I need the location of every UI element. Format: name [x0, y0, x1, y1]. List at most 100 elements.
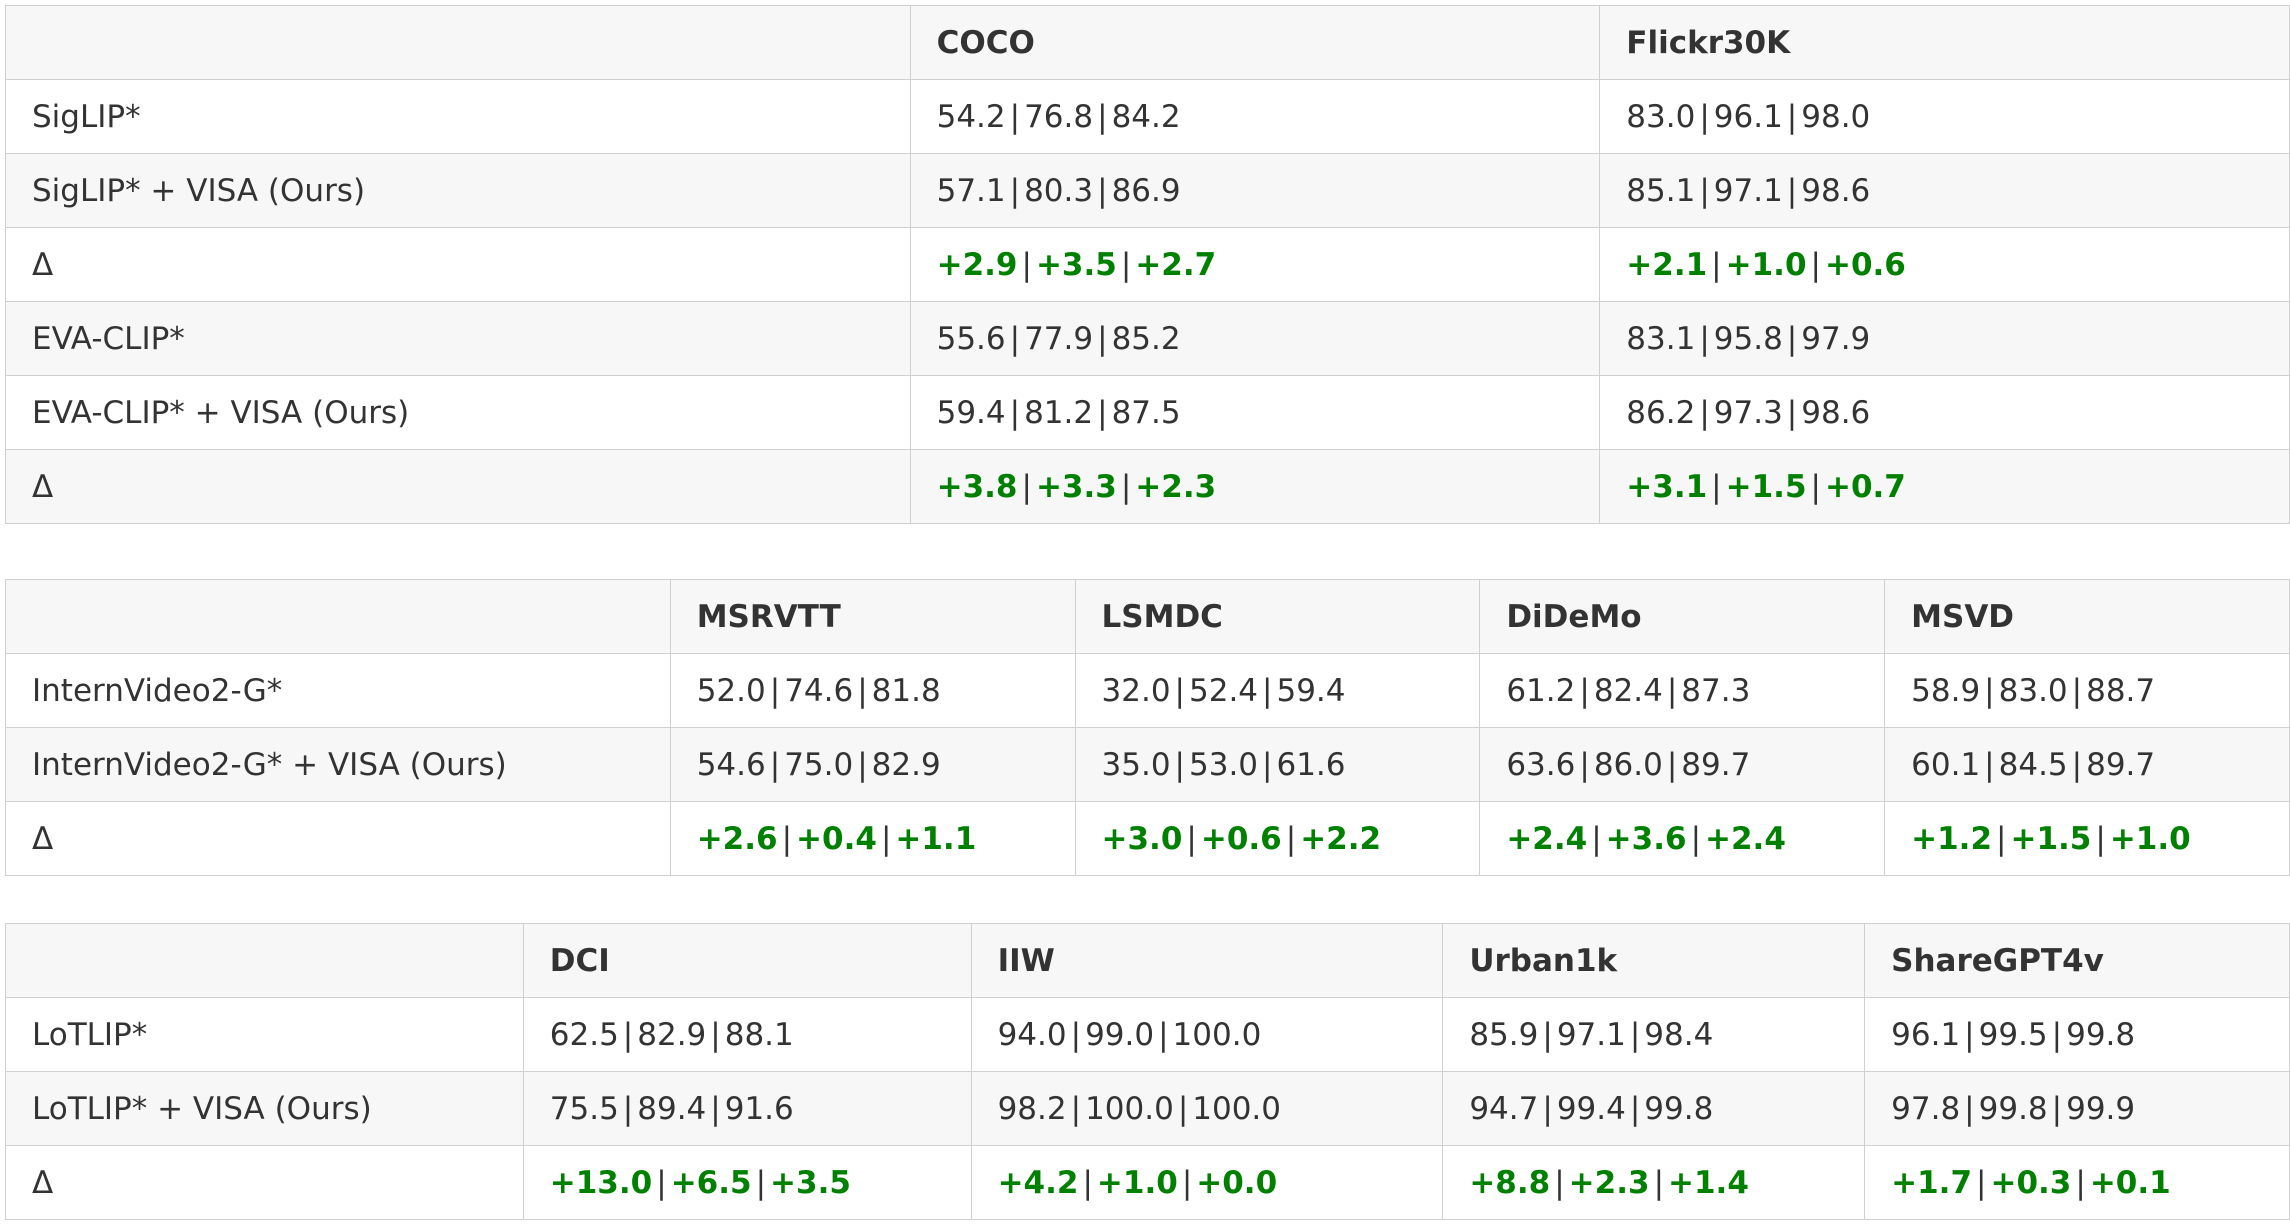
recall-value: 100.0 [1192, 1090, 1282, 1127]
score-cell-didemo: 61.2 | 82.4 | 87.3 [1479, 653, 1886, 728]
recall-value: 82.9 [871, 746, 941, 783]
delta-value: +0.0 [1196, 1164, 1278, 1201]
score-cell-coco: 57.1 | 80.3 | 86.9 [909, 153, 1601, 228]
value-separator: | [2051, 1090, 2063, 1127]
value-separator: | [1984, 746, 1995, 783]
table-row: SigLIP* 54.2 | 76.8 | 84.2 83.0 | 96.1 | 98.0 [5, 79, 2290, 154]
delta-row: Δ +3.8 | +3.3 | +2.3 +3.1 | +1.5 | +0.7 [5, 449, 2290, 524]
model-name: InternVideo2-G* + VISA (Ours) [5, 727, 671, 802]
delta-value: +2.3 [1135, 468, 1217, 505]
delta-value: +2.3 [1568, 1164, 1650, 1201]
recall-value: 87.3 [1681, 672, 1751, 709]
score-cell-lsmdc: 32.0 | 52.4 | 59.4 [1074, 653, 1481, 728]
recall-value: 76.8 [1024, 98, 1094, 135]
score-cell-iiw: 94.0 | 99.0 | 100.0 [970, 997, 1444, 1072]
header-corner-cell [5, 5, 911, 80]
value-separator: | [622, 1016, 634, 1053]
delta-value: +3.5 [770, 1164, 851, 1201]
value-separator: | [1097, 320, 1108, 357]
value-separator: | [1009, 172, 1021, 209]
model-name: EVA-CLIP* + VISA (Ours) [5, 375, 911, 450]
column-header-msrvtt: MSRVTT [669, 579, 1076, 654]
long-text-retrieval-table: DCI IIW Urban1k ShareGPT4v LoTLIP* 62.5 | 82.9 |… [5, 923, 2290, 1220]
recall-value: 100.0 [1172, 1016, 1262, 1053]
value-separator: | [1177, 1090, 1189, 1127]
delta-value: +0.7 [1824, 468, 1906, 505]
recall-value: 99.8 [2066, 1016, 2136, 1053]
value-separator: | [1554, 1164, 1565, 1201]
recall-value: 58.9 [1911, 672, 1981, 709]
value-separator: | [1629, 1090, 1641, 1127]
delta-value: +13.0 [549, 1164, 653, 1201]
recall-value: 83.0 [1626, 98, 1696, 135]
delta-value: +0.6 [1824, 246, 1906, 283]
value-separator: | [880, 820, 892, 857]
value-separator: | [1097, 172, 1108, 209]
value-separator: | [1021, 246, 1032, 283]
value-separator: | [857, 746, 868, 783]
model-name: SigLIP* + VISA (Ours) [5, 153, 911, 228]
recall-value: 97.9 [1801, 320, 1871, 357]
value-separator: | [1711, 468, 1722, 505]
value-separator: | [755, 1164, 767, 1201]
value-separator: | [1976, 1164, 1987, 1201]
value-separator: | [1174, 746, 1185, 783]
model-name: LoTLIP* + VISA (Ours) [5, 1071, 524, 1146]
delta-cell-flickr30k: +2.1 | +1.0 | +0.6 [1599, 227, 2290, 302]
table-row: EVA-CLIP* 55.6 | 77.9 | 85.2 83.1 | 95.8 | 97.9 [5, 301, 2290, 376]
value-separator: | [2071, 746, 2083, 783]
value-separator: | [1810, 246, 1821, 283]
value-separator: | [710, 1090, 721, 1127]
recall-value: 91.6 [724, 1090, 794, 1127]
recall-value: 61.6 [1276, 746, 1346, 783]
score-cell-didemo: 63.6 | 86.0 | 89.7 [1479, 727, 1886, 802]
score-cell-iiw: 98.2 | 100.0 | 100.0 [970, 1071, 1444, 1146]
value-separator: | [769, 746, 781, 783]
delta-value: +0.3 [1990, 1164, 2072, 1201]
value-separator: | [1097, 394, 1108, 431]
value-separator: | [1810, 468, 1821, 505]
score-cell-sharegpt4v: 97.8 | 99.8 | 99.9 [1864, 1071, 2290, 1146]
table-row: LoTLIP* 62.5 | 82.9 | 88.1 94.0 | 99.0 | 100.0 85.9… [5, 997, 2290, 1072]
recall-value: 84.2 [1111, 98, 1181, 135]
recall-value: 89.7 [2086, 746, 2156, 783]
column-header-lsmdc: LSMDC [1074, 579, 1481, 654]
column-header-msvd: MSVD [1884, 579, 2290, 654]
delta-cell-didemo: +2.4 | +3.6 | +2.4 [1479, 801, 1886, 876]
value-separator: | [781, 820, 793, 857]
value-separator: | [622, 1090, 634, 1127]
score-cell-flickr30k: 85.1 | 97.1 | 98.6 [1599, 153, 2290, 228]
score-cell-urban1k: 85.9 | 97.1 | 98.4 [1442, 997, 1866, 1072]
recall-value: 86.2 [1626, 394, 1696, 431]
image-retrieval-table: COCO Flickr30K SigLIP* 54.2 | 76.8 | 84.2 83.0 | 9… [5, 5, 2290, 524]
delta-value: +0.4 [796, 820, 877, 857]
value-separator: | [1653, 1164, 1665, 1201]
recall-value: 100.0 [1085, 1090, 1174, 1127]
delta-row: Δ +2.6 | +0.4 | +1.1 +3.0 | +0.6 | +2.2 +2.4 | +3.6 | +… [5, 801, 2290, 876]
value-separator: | [1174, 672, 1185, 709]
value-separator: | [1186, 820, 1197, 857]
delta-cell-msvd: +1.2 | +1.5 | +1.0 [1884, 801, 2290, 876]
video-retrieval-table: MSRVTT LSMDC DiDeMo MSVD InternVideo2-G* 52.0… [5, 579, 2290, 876]
value-separator: | [857, 672, 868, 709]
delta-value: +8.8 [1469, 1164, 1551, 1201]
recall-value: 63.6 [1506, 746, 1576, 783]
column-header-didemo: DiDeMo [1479, 579, 1886, 654]
model-name: InternVideo2-G* [5, 653, 671, 728]
recall-value: 97.1 [1556, 1016, 1626, 1053]
delta-value: +1.5 [1725, 468, 1807, 505]
recall-value: 62.5 [549, 1016, 619, 1053]
value-separator: | [1786, 172, 1798, 209]
delta-value: +3.8 [936, 468, 1018, 505]
value-separator: | [656, 1164, 667, 1201]
delta-cell-msrvtt: +2.6 | +0.4 | +1.1 [669, 801, 1076, 876]
table-row: InternVideo2-G* 52.0 | 74.6 | 81.8 32.0 | 52.4 | 5… [5, 653, 2290, 728]
value-separator: | [1666, 746, 1678, 783]
column-header-sharegpt4v: ShareGPT4v [1864, 923, 2290, 998]
score-cell-coco: 55.6 | 77.9 | 85.2 [909, 301, 1601, 376]
delta-value: +1.5 [2010, 820, 2092, 857]
delta-value: +1.7 [1891, 1164, 1973, 1201]
recall-value: 95.8 [1713, 320, 1783, 357]
score-cell-flickr30k: 83.1 | 95.8 | 97.9 [1599, 301, 2290, 376]
value-separator: | [1964, 1090, 1975, 1127]
